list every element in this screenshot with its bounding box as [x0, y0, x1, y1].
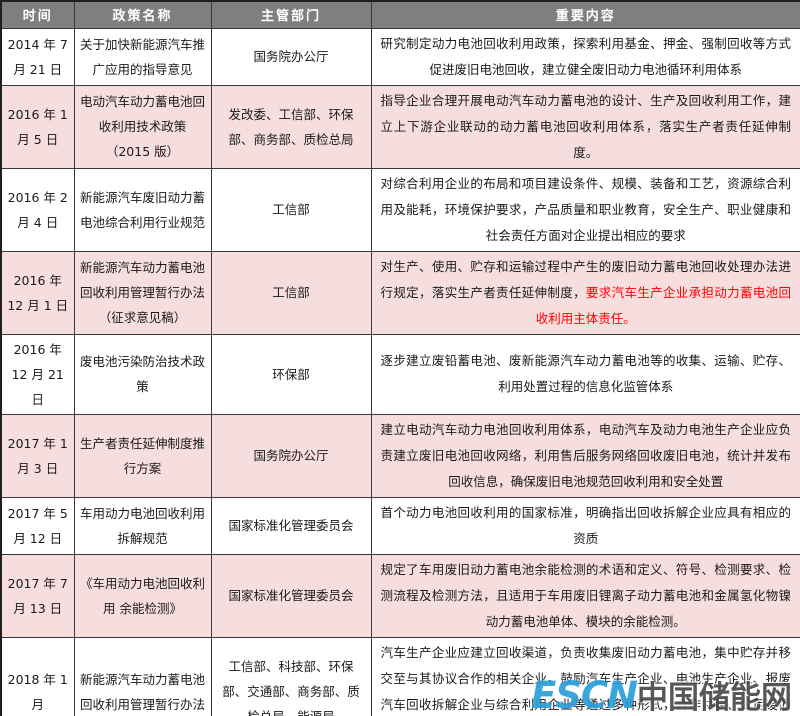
content-text: 首个动力电池回收利用的国家标准，明确指出回收拆解企业应具有相应的资质: [380, 504, 792, 546]
content-text: 逐步建立废铅蓄电池、废新能源汽车动力蓄电池等的收集、运输、贮存、利用处置过程的信…: [380, 353, 792, 394]
header-row: 时间 政策名称 主管部门 重要内容: [0, 0, 800, 29]
cell-date: 2016 年 2 月 4 日: [0, 167, 75, 252]
cell-content: 对综合利用企业的布局和项目建设条件、规模、装备和工艺，资源综合利用及能耗，环境保…: [370, 167, 800, 252]
content-text: 对综合利用企业的布局和项目建设条件、规模、装备和工艺，资源综合利用及能耗，环境保…: [380, 175, 792, 243]
cell-policy: 《车用动力电池回收利用 余能检测》: [73, 553, 212, 638]
cell-department: 国家标准化管理委员会: [210, 496, 372, 555]
cell-department: 国务院办公厅: [210, 27, 372, 86]
cell-content: 规定了车用废旧动力蓄电池余能检测的术语和定义、符号、检测要求、检测流程及检测方法…: [370, 553, 800, 638]
cell-content: 首个动力电池回收利用的国家标准，明确指出回收拆解企业应具有相应的资质: [370, 496, 800, 555]
cell-date: 2017 年 7 月 13 日: [0, 553, 75, 638]
cell-policy: 生产者责任延伸制度推行方案: [73, 413, 212, 498]
cell-content: 指导企业合理开展电动汽车动力蓄电池的设计、生产及回收利用工作，建立上下游企业联动…: [370, 84, 800, 169]
table-row: 2014 年 7 月 21 日 关于加快新能源汽车推广应用的指导意见 国务院办公…: [0, 27, 800, 86]
cell-department: 工信部、科技部、环保部、交通部、商务部、质检总局、能源局: [210, 636, 372, 716]
table-row: 2018 年 1 月 新能源汽车动力蓄电池回收利用管理暂行办法 工信部、科技部、…: [0, 636, 800, 716]
cell-department: 工信部: [210, 250, 372, 335]
cell-policy: 关于加快新能源汽车推广应用的指导意见: [73, 27, 212, 86]
cell-policy: 电动汽车动力蓄电池回收利用技术政策（2015 版）: [73, 84, 212, 169]
col-header-time: 时间: [0, 0, 75, 29]
cell-date: 2017 年 5 月 12 日: [0, 496, 75, 555]
cell-department: 国务院办公厅: [210, 413, 372, 498]
cell-date: 2014 年 7 月 21 日: [0, 27, 75, 86]
cell-content: 逐步建立废铅蓄电池、废新能源汽车动力蓄电池等的收集、运输、贮存、利用处置过程的信…: [370, 333, 800, 415]
table-row: 2016 年 12 月 1 日 新能源汽车动力蓄电池回收利用管理暂行办法（征求意…: [0, 250, 800, 335]
table-row: 2016 年 1 月 5 日 电动汽车动力蓄电池回收利用技术政策（2015 版）…: [0, 84, 800, 169]
cell-content: 汽车生产企业应建立回收渠道，负责收集废旧动力蓄电池，集中贮存并移交至与其协议合作…: [370, 636, 800, 716]
cell-policy: 车用动力电池回收利用拆解规范: [73, 496, 212, 555]
cell-date: 2016 年 12 月 21 日: [0, 333, 75, 415]
content-text: 对生产、使用、贮存和运输过程中产生的废旧动力蓄电池回收处理办法进行规定，落实生产…: [380, 258, 792, 300]
cell-date: 2016 年 1 月 5 日: [0, 84, 75, 169]
content-text: 汽车生产企业应建立回收渠道，负责收集废旧动力蓄电池，集中贮存并移交至与其协议合作…: [380, 644, 792, 712]
col-header-policy-name: 政策名称: [73, 0, 212, 29]
cell-content: 研究制定动力电池回收利用政策，探索利用基金、押金、强制回收等方式促进废旧电池回收…: [370, 27, 800, 86]
table-row: 2016 年 2 月 4 日 新能源汽车废旧动力蓄电池综合利用行业规范 工信部 …: [0, 167, 800, 252]
cell-date: 2018 年 1 月: [0, 636, 75, 716]
cell-department: 国家标准化管理委员会: [210, 553, 372, 638]
content-text: 研究制定动力电池回收利用政策，探索利用基金、押金、强制回收等方式促进废旧电池回收…: [380, 35, 792, 77]
content-text: 规定了车用废旧动力蓄电池余能检测的术语和定义、符号、检测要求、检测流程及检测方法…: [380, 561, 792, 629]
cell-policy: 废电池污染防治技术政策: [73, 333, 212, 415]
cell-department: 工信部: [210, 167, 372, 252]
cell-content: 对生产、使用、贮存和运输过程中产生的废旧动力蓄电池回收处理办法进行规定，落实生产…: [370, 250, 800, 335]
cell-date: 2017 年 1 月 3 日: [0, 413, 75, 498]
cell-department: 环保部: [210, 333, 372, 415]
col-header-key-content: 重要内容: [370, 0, 800, 29]
table-header: 时间 政策名称 主管部门 重要内容: [0, 0, 800, 29]
cell-department: 发改委、工信部、环保部、商务部、质检总局: [210, 84, 372, 169]
cell-policy: 新能源汽车动力蓄电池回收利用管理暂行办法（征求意见稿）: [73, 250, 212, 335]
table-row: 2016 年 12 月 21 日 废电池污染防治技术政策 环保部 逐步建立废铅蓄…: [0, 333, 800, 415]
table-row: 2017 年 1 月 3 日 生产者责任延伸制度推行方案 国务院办公厅 建立电动…: [0, 413, 800, 498]
cell-content: 建立电动汽车动力电池回收利用体系，电动汽车及动力电池生产企业应负责建立废旧电池回…: [370, 413, 800, 498]
col-header-department: 主管部门: [210, 0, 372, 29]
cell-policy: 新能源汽车废旧动力蓄电池综合利用行业规范: [73, 167, 212, 252]
cell-policy: 新能源汽车动力蓄电池回收利用管理暂行办法: [73, 636, 212, 716]
cell-date: 2016 年 12 月 1 日: [0, 250, 75, 335]
table-row: 2017 年 5 月 12 日 车用动力电池回收利用拆解规范 国家标准化管理委员…: [0, 496, 800, 555]
table-body: 2014 年 7 月 21 日 关于加快新能源汽车推广应用的指导意见 国务院办公…: [0, 27, 800, 716]
content-text: 指导企业合理开展电动汽车动力蓄电池的设计、生产及回收利用工作，建立上下游企业联动…: [380, 92, 792, 160]
table-row: 2017 年 7 月 13 日 《车用动力电池回收利用 余能检测》 国家标准化管…: [0, 553, 800, 638]
content-text: 建立电动汽车动力电池回收利用体系，电动汽车及动力电池生产企业应负责建立废旧电池回…: [380, 421, 792, 489]
content-text-red: 要求汽车生产企业承担动力蓄电池回收利用主体责任。: [535, 284, 791, 326]
